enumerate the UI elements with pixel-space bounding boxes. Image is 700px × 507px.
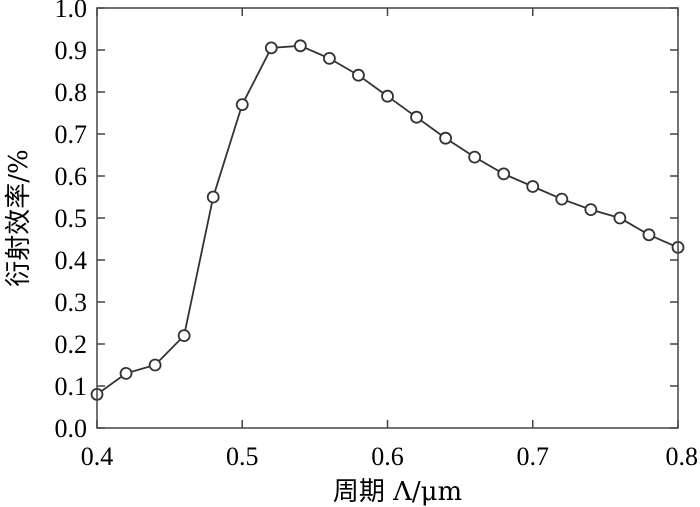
data-point	[206, 190, 220, 204]
y-tick-label: 1.0	[55, 0, 88, 23]
x-tick-label: 0.5	[226, 442, 259, 471]
data-point	[352, 68, 365, 82]
data-point	[322, 52, 336, 65]
y-tick-label: 0.9	[55, 36, 88, 65]
data-series	[90, 39, 685, 401]
data-point	[642, 228, 656, 242]
data-point	[235, 98, 249, 111]
data-point	[381, 89, 394, 103]
data-point	[119, 366, 133, 380]
y-tick-label: 0.8	[55, 78, 88, 107]
data-point	[264, 41, 278, 55]
data-point	[613, 211, 627, 225]
data-point	[293, 39, 307, 53]
y-axis-title: 衍射效率/%	[4, 149, 34, 286]
x-tick-label: 0.6	[371, 442, 404, 471]
y-tick-label: 0.3	[55, 288, 88, 317]
tick-labels: 0.0 0.1 0.2 0.3 0.4 0.5 0.6 0.7 0.8 0.9 1.0 0.4 0.5 0…	[55, 0, 699, 471]
y-tick-label: 0.2	[55, 330, 88, 359]
data-point	[148, 358, 162, 372]
data-point	[497, 167, 511, 181]
y-tick-label: 0.7	[55, 120, 88, 149]
y-tick-label: 0.1	[55, 372, 88, 401]
y-tick-label: 0.4	[55, 246, 88, 275]
data-point	[410, 110, 423, 124]
data-point	[555, 192, 569, 206]
x-tick-label: 0.4	[81, 442, 114, 471]
y-tick-label: 0.5	[55, 204, 88, 233]
data-point	[468, 150, 482, 164]
y-tick-label: 0.6	[55, 162, 88, 191]
data-point	[526, 180, 540, 193]
plot-frame	[96, 7, 679, 429]
data-point	[439, 131, 453, 145]
data-point	[177, 329, 191, 343]
data-point	[584, 203, 598, 217]
y-tick-label: 0.0	[55, 414, 88, 443]
x-axis-title: 周期 Λ/μm	[333, 477, 462, 507]
x-tick-label: 0.8	[666, 442, 699, 471]
x-tick-label: 0.7	[517, 442, 550, 471]
